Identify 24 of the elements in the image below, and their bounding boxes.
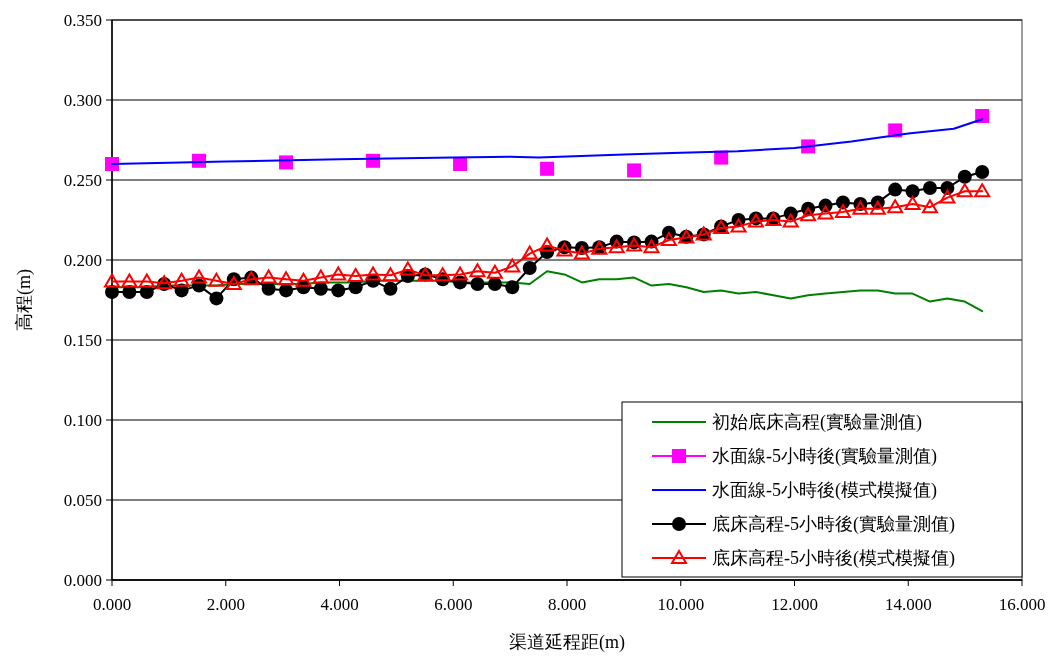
legend-label: 水面線-5小時後(模式模擬值) bbox=[712, 480, 937, 502]
y-tick-label: 0.000 bbox=[63, 570, 102, 590]
y-axis-title: 高程(m) bbox=[14, 269, 36, 331]
x-tick-label: 2.000 bbox=[206, 595, 245, 614]
legend-label: 初始底床高程(實驗量測值) bbox=[712, 412, 922, 434]
y-tick-label: 0.350 bbox=[63, 10, 102, 30]
x-axis-title: 渠道延程距(m) bbox=[509, 632, 625, 653]
x-tick-label: 14.000 bbox=[884, 595, 932, 614]
legend-label: 底床高程-5小時後(實驗量測值) bbox=[712, 514, 955, 536]
y-tick-label: 0.300 bbox=[63, 90, 102, 110]
x-tick-label: 12.000 bbox=[771, 595, 818, 614]
legend-label: 底床高程-5小時後(模式模擬值) bbox=[712, 548, 955, 570]
x-tick-label: 0.000 bbox=[92, 595, 132, 614]
y-tick-label: 0.150 bbox=[63, 330, 102, 350]
x-tick-label: 16.000 bbox=[998, 595, 1046, 614]
y-tick-label: 0.050 bbox=[63, 490, 102, 510]
x-tick-label: 4.000 bbox=[320, 595, 359, 614]
x-tick-label: 6.000 bbox=[434, 595, 473, 614]
y-tick-label: 0.200 bbox=[63, 250, 102, 270]
y-tick-label: 0.100 bbox=[63, 410, 102, 430]
legend-label: 水面線-5小時後(實驗量測值) bbox=[712, 446, 937, 468]
x-tick-label: 8.000 bbox=[547, 595, 587, 614]
x-tick-label: 10.000 bbox=[657, 595, 705, 614]
y-tick-label: 0.250 bbox=[63, 170, 102, 190]
